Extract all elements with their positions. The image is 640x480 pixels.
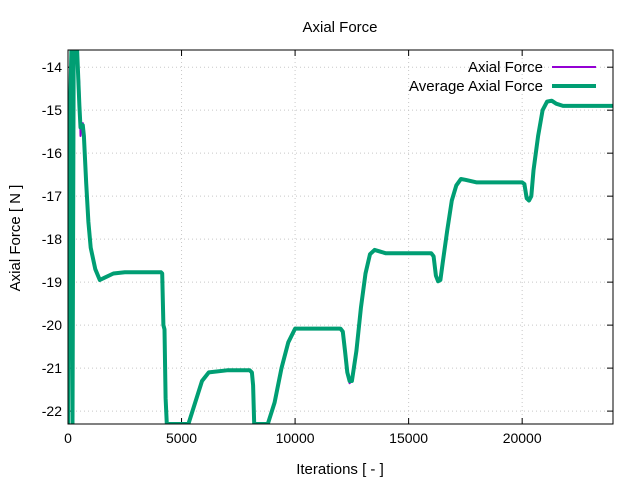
y-tick-label: -20 xyxy=(42,317,62,333)
y-tick-label: -21 xyxy=(42,360,62,376)
y-tick-label: -14 xyxy=(42,59,62,75)
x-tick-label: 20000 xyxy=(503,430,542,446)
x-tick-label: 0 xyxy=(64,430,72,446)
y-tick-label: -22 xyxy=(42,403,62,419)
x-tick-label: 15000 xyxy=(389,430,428,446)
y-tick-label: -17 xyxy=(42,188,62,204)
legend-label-axial-force: Axial Force xyxy=(468,59,543,76)
ticks: 0 5000 10000 15000 20000 -22 -21 -20 -19 -18 -17 -1… xyxy=(42,50,613,446)
y-tick-label: -19 xyxy=(42,274,62,290)
x-tick-label: 10000 xyxy=(276,430,315,446)
series-lines xyxy=(68,50,613,424)
grid xyxy=(68,50,613,424)
y-tick-label: -18 xyxy=(42,231,62,247)
y-axis-label: Axial Force [ N ] xyxy=(7,185,24,292)
y-tick-label: -15 xyxy=(42,102,62,118)
chart-title: Axial Force xyxy=(302,19,377,36)
x-axis-label: Iterations [ - ] xyxy=(296,461,384,478)
y-tick-label: -16 xyxy=(42,145,62,161)
legend-label-average-axial-force: Average Axial Force xyxy=(409,78,543,95)
series-line-average-axial-force xyxy=(68,50,613,424)
legend: Axial Force Average Axial Force xyxy=(409,59,596,95)
plot-frame xyxy=(67,49,614,425)
x-tick-label: 5000 xyxy=(166,430,197,446)
